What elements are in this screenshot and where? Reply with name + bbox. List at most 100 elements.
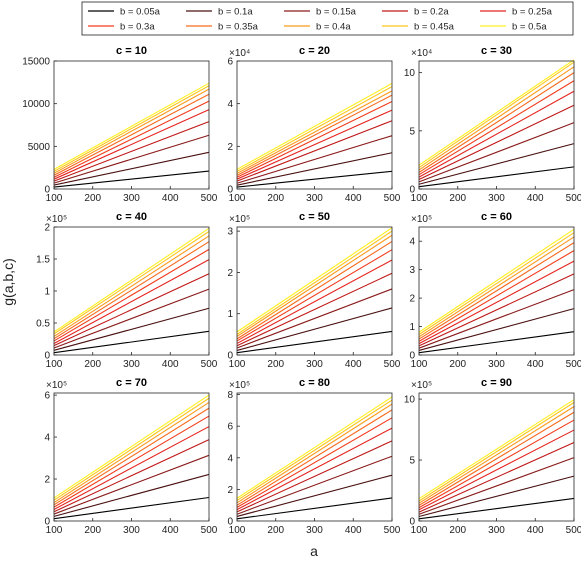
series-line bbox=[418, 104, 575, 180]
series-line bbox=[418, 228, 575, 333]
series-line bbox=[53, 307, 210, 351]
x-tick-label: 100 bbox=[411, 359, 428, 370]
legend-entry-label: b = 0.35a bbox=[218, 22, 259, 33]
series-line bbox=[418, 429, 575, 511]
x-tick-label: 200 bbox=[449, 525, 466, 536]
y-exponent-label: ×10⁵ bbox=[229, 214, 250, 225]
series-line bbox=[53, 401, 210, 503]
y-tick-label: 6 bbox=[227, 57, 233, 68]
series-line bbox=[418, 260, 575, 345]
y-tick-label: 0 bbox=[44, 185, 50, 196]
series-line bbox=[53, 426, 210, 510]
series-line bbox=[53, 454, 210, 515]
x-tick-label: 100 bbox=[229, 193, 246, 204]
series-line bbox=[418, 289, 575, 349]
series-line bbox=[418, 331, 575, 354]
series-line bbox=[418, 308, 575, 351]
y-tick-label: 0 bbox=[409, 351, 415, 362]
series-line bbox=[53, 259, 210, 344]
x-tick-label: 300 bbox=[306, 359, 323, 370]
y-tick-label: 8 bbox=[227, 390, 233, 401]
series-line bbox=[53, 397, 210, 501]
x-tick-label: 100 bbox=[411, 193, 428, 204]
subplot-title: c = 10 bbox=[116, 45, 147, 57]
y-tick-label: 6 bbox=[44, 391, 50, 402]
series-line bbox=[53, 407, 210, 506]
series-line bbox=[418, 419, 575, 509]
y-tick-label: 0 bbox=[409, 517, 415, 528]
legend-entry-label: b = 0.05a bbox=[120, 7, 161, 18]
series-line bbox=[418, 232, 575, 335]
series-line bbox=[418, 441, 575, 513]
subplot-title: c = 70 bbox=[116, 377, 147, 389]
x-tick-label: 300 bbox=[488, 525, 505, 536]
series-line bbox=[53, 93, 210, 176]
legend-entry-label: b = 0.2a bbox=[414, 7, 449, 18]
series-line bbox=[236, 90, 393, 174]
legend-entry-label: b = 0.25a bbox=[512, 7, 553, 18]
series-line bbox=[418, 66, 575, 171]
x-axis-label: a bbox=[310, 543, 318, 559]
x-tick-label: 400 bbox=[527, 359, 544, 370]
series-line bbox=[418, 497, 575, 520]
series-line bbox=[53, 439, 210, 513]
x-tick-label: 400 bbox=[162, 525, 179, 536]
legend: b = 0.05a b = 0.1a b = 0.15a b = 0.2a b = 0.… bbox=[81, 1, 574, 36]
series-line bbox=[236, 440, 393, 513]
series-line bbox=[236, 249, 393, 342]
y-tick-label: 0 bbox=[227, 517, 233, 528]
series-line bbox=[53, 273, 210, 347]
subplot: c = 20 100 200 300 400 500 0 2 4 6×10⁴ bbox=[227, 45, 400, 204]
series-line bbox=[53, 496, 210, 520]
series-line bbox=[236, 403, 393, 504]
x-tick-label: 200 bbox=[267, 193, 284, 204]
series-line bbox=[418, 402, 575, 502]
x-tick-label: 100 bbox=[229, 525, 246, 536]
x-tick-label: 400 bbox=[527, 525, 544, 536]
legend-entry-label: b = 0.3a bbox=[120, 22, 155, 33]
series-line bbox=[418, 59, 575, 166]
x-tick-label: 500 bbox=[384, 525, 401, 536]
series-line bbox=[236, 417, 393, 508]
x-tick-label: 300 bbox=[488, 193, 505, 204]
series-line bbox=[236, 497, 393, 520]
legend-entry-label: b = 0.45a bbox=[414, 22, 455, 33]
series-line bbox=[53, 241, 210, 340]
x-tick-label: 200 bbox=[84, 525, 101, 536]
series-line bbox=[236, 474, 393, 517]
y-tick-label: 1 bbox=[227, 309, 233, 320]
y-tick-label: 1 bbox=[44, 287, 50, 298]
subplot-title: c = 20 bbox=[299, 45, 330, 57]
y-tick-label: 4 bbox=[227, 453, 233, 464]
y-exponent-label: ×10⁵ bbox=[411, 380, 432, 391]
x-tick-label: 100 bbox=[46, 193, 63, 204]
x-tick-label: 500 bbox=[566, 525, 581, 536]
y-exponent-label: ×10⁵ bbox=[46, 380, 67, 391]
series-line bbox=[236, 120, 393, 182]
x-tick-label: 200 bbox=[267, 359, 284, 370]
y-exponent-label: ×10⁴ bbox=[229, 48, 250, 59]
series-line bbox=[53, 170, 210, 188]
series-line bbox=[418, 72, 575, 173]
y-tick-label: 2 bbox=[227, 268, 233, 279]
y-exponent-label: ×10⁴ bbox=[411, 48, 432, 59]
x-tick-label: 200 bbox=[449, 359, 466, 370]
y-tick-label: 2 bbox=[227, 142, 233, 153]
series-line bbox=[418, 242, 575, 340]
subplot: c = 60 100 200 300 400 500 0 1 2 3 4 ×10⁵ bbox=[409, 211, 581, 370]
y-tick-label: 1.5 bbox=[36, 255, 50, 266]
series-line bbox=[53, 473, 210, 517]
series-line bbox=[236, 234, 393, 337]
x-tick-label: 100 bbox=[411, 525, 428, 536]
x-tick-label: 200 bbox=[449, 193, 466, 204]
x-tick-label: 300 bbox=[306, 193, 323, 204]
y-tick-label: 2 bbox=[409, 294, 415, 305]
series-line bbox=[418, 90, 575, 178]
y-tick-label: 5000 bbox=[28, 142, 51, 153]
x-tick-label: 300 bbox=[123, 525, 140, 536]
legend-entry-label: b = 0.5a bbox=[512, 22, 547, 33]
x-tick-label: 200 bbox=[267, 525, 284, 536]
y-tick-label: 2 bbox=[44, 475, 50, 486]
